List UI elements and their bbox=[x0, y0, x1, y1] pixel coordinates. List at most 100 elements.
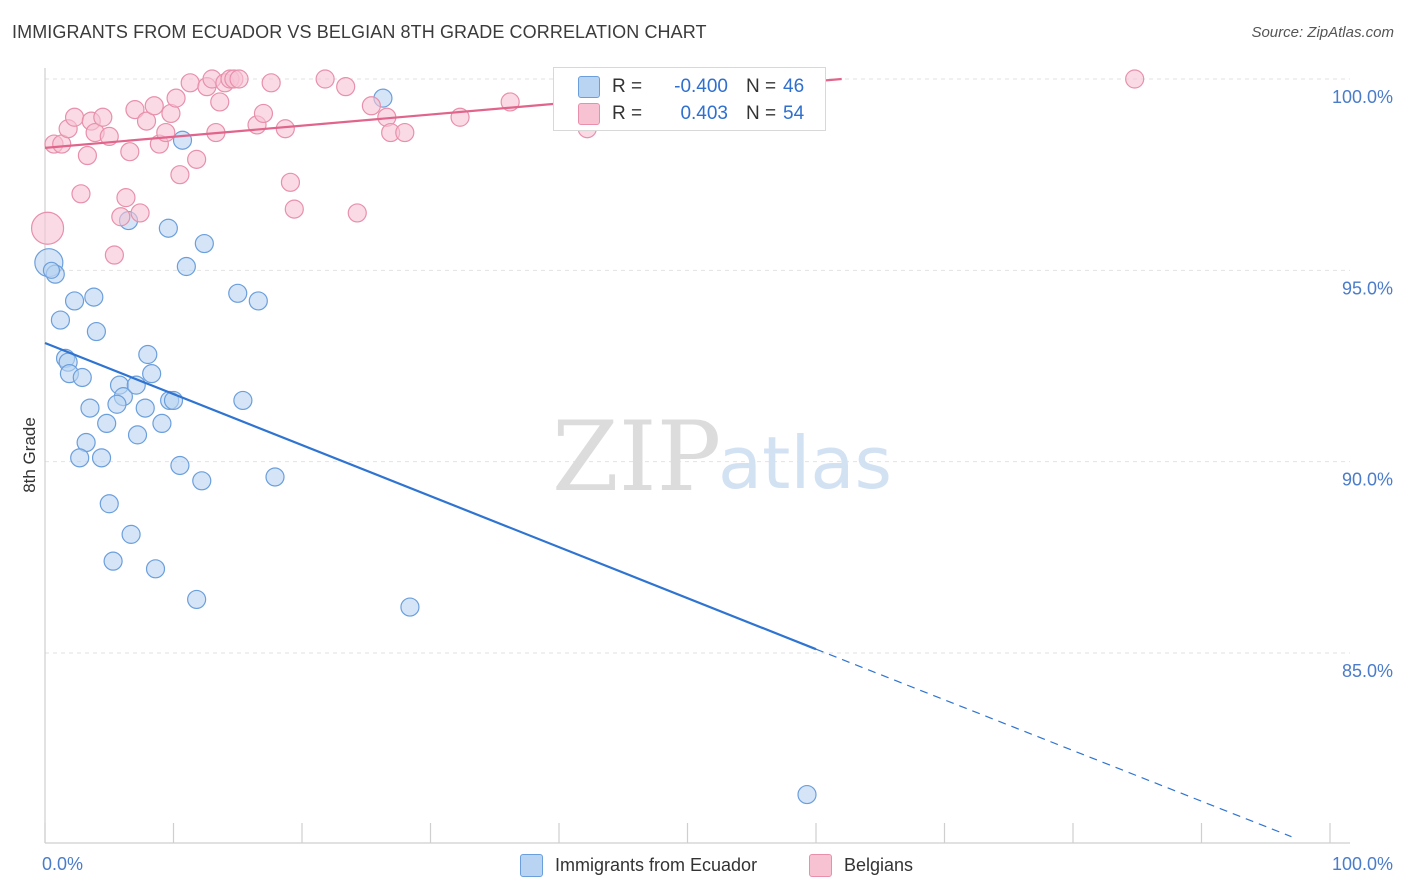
axes bbox=[44, 68, 1350, 844]
belgians-point bbox=[77, 145, 98, 166]
belgians-point bbox=[30, 211, 65, 245]
ecuador-point bbox=[42, 261, 61, 279]
ecuador-point bbox=[145, 559, 166, 579]
legend-n-value: 54 bbox=[783, 103, 805, 124]
belgians-point bbox=[1125, 69, 1145, 89]
belgians-point bbox=[93, 107, 113, 127]
x-tick-label: 0.0% bbox=[42, 854, 83, 874]
ecuador-point bbox=[138, 344, 158, 365]
belgians-point bbox=[315, 69, 335, 89]
legend-row-belgians: R = 0.403 N = 54 bbox=[554, 100, 804, 128]
belgians-point bbox=[130, 203, 150, 223]
belgians-point bbox=[71, 184, 91, 204]
ecuador-point bbox=[158, 218, 178, 238]
y-tick-label: 85.0% bbox=[1342, 661, 1393, 681]
ecuador-point bbox=[86, 321, 107, 342]
belgians-point bbox=[64, 107, 85, 127]
ecuador-point bbox=[80, 398, 100, 418]
ecuador-point bbox=[152, 413, 172, 433]
belgians-point bbox=[125, 100, 145, 120]
belgians-point bbox=[111, 207, 131, 227]
legend-swatch-pink bbox=[578, 103, 600, 125]
belgians-point bbox=[136, 111, 157, 131]
belgians-point bbox=[166, 88, 186, 108]
belgians-point bbox=[280, 172, 301, 192]
ecuador-point bbox=[176, 256, 196, 277]
y-tick-label: 100.0% bbox=[1332, 87, 1393, 107]
tick-labels: 85.0% 90.0% 95.0% 100.0% 0.0% 100.0% bbox=[42, 87, 1393, 874]
legend-swatch-blue bbox=[520, 853, 543, 877]
ecuador-point bbox=[248, 291, 268, 311]
ecuador-point bbox=[50, 310, 71, 330]
ecuador-trend-line-extension bbox=[815, 648, 1292, 838]
ecuador-point bbox=[233, 390, 253, 411]
belgians-point bbox=[347, 203, 367, 223]
legend-swatch-pink bbox=[809, 853, 832, 877]
ecuador-point bbox=[64, 291, 85, 311]
ecuador-point bbox=[91, 448, 112, 468]
belgians-point bbox=[253, 103, 274, 124]
ecuador-point bbox=[103, 551, 123, 571]
ecuador-point bbox=[192, 471, 212, 491]
watermark: ZIP atlas bbox=[552, 401, 892, 513]
ecuador-point bbox=[135, 398, 155, 418]
series-legend: Immigrants from Ecuador Belgians bbox=[0, 851, 1406, 879]
source-credit: Source: ZipAtlas.com bbox=[1251, 24, 1394, 41]
ecuador-point bbox=[121, 524, 141, 544]
ecuador-point bbox=[107, 394, 127, 414]
belgians-point bbox=[229, 69, 249, 89]
stats-legend: R = -0.400 N = 46 R = 0.403 N = 54 bbox=[553, 67, 826, 131]
belgians-point bbox=[170, 165, 190, 185]
legend-n-value: 46 bbox=[783, 76, 805, 97]
ecuador-point bbox=[97, 413, 117, 433]
legend-swatch-blue bbox=[578, 76, 600, 98]
ecuador-point bbox=[170, 455, 190, 476]
ecuador-point bbox=[400, 597, 420, 617]
chart-title: IMMIGRANTS FROM ECUADOR VS BELGIAN 8TH G… bbox=[12, 22, 707, 42]
ecuador-point bbox=[70, 448, 90, 468]
ecuador-point bbox=[187, 589, 207, 610]
legend-item-belgians[interactable]: Belgians bbox=[809, 851, 913, 879]
data-points bbox=[30, 69, 1145, 805]
y-tick-label: 90.0% bbox=[1342, 470, 1393, 490]
belgians-point bbox=[144, 96, 164, 116]
ecuador-point bbox=[84, 287, 104, 307]
ecuador-point bbox=[142, 364, 162, 384]
y-axis-label: 8th Grade bbox=[20, 417, 39, 493]
belgians-point bbox=[361, 96, 381, 116]
belgians-point bbox=[104, 245, 124, 265]
ecuador-trend-line bbox=[44, 342, 817, 651]
watermark-atlas: atlas bbox=[718, 421, 892, 505]
legend-r-value: -0.400 bbox=[674, 76, 728, 97]
grid-lines bbox=[45, 78, 1350, 654]
ecuador-point bbox=[797, 784, 817, 805]
belgians-point bbox=[284, 199, 304, 219]
belgians-point bbox=[180, 73, 200, 93]
belgians-point bbox=[116, 188, 136, 208]
ecuador-point bbox=[72, 367, 92, 388]
ecuador-point bbox=[172, 130, 193, 150]
ecuador-point bbox=[194, 233, 214, 254]
legend-r-label: R = bbox=[612, 76, 643, 97]
y-tick-label: 95.0% bbox=[1342, 278, 1393, 298]
watermark-zip: ZIP bbox=[552, 401, 721, 513]
belgians-point bbox=[395, 122, 415, 143]
belgians-point bbox=[120, 142, 140, 162]
legend-item-ecuador[interactable]: Immigrants from Ecuador bbox=[520, 851, 757, 879]
legend-row-ecuador: R = -0.400 N = 46 bbox=[554, 73, 804, 101]
belgians-point bbox=[336, 77, 356, 97]
legend-n-label: N = bbox=[746, 76, 777, 97]
belgians-point bbox=[187, 149, 207, 169]
legend-n-label: N = bbox=[746, 103, 777, 124]
legend-label-ecuador: Immigrants from Ecuador bbox=[555, 854, 758, 875]
ecuador-point bbox=[127, 425, 148, 445]
x-tick-label: 100.0% bbox=[1332, 854, 1393, 874]
belgians-point bbox=[261, 73, 281, 93]
belgians-point bbox=[210, 92, 230, 112]
legend-r-label: R = bbox=[612, 103, 643, 124]
legend-r-value: 0.403 bbox=[680, 103, 728, 124]
ecuador-point bbox=[265, 467, 285, 487]
ecuador-point bbox=[99, 494, 119, 514]
ecuador-point bbox=[228, 283, 248, 303]
